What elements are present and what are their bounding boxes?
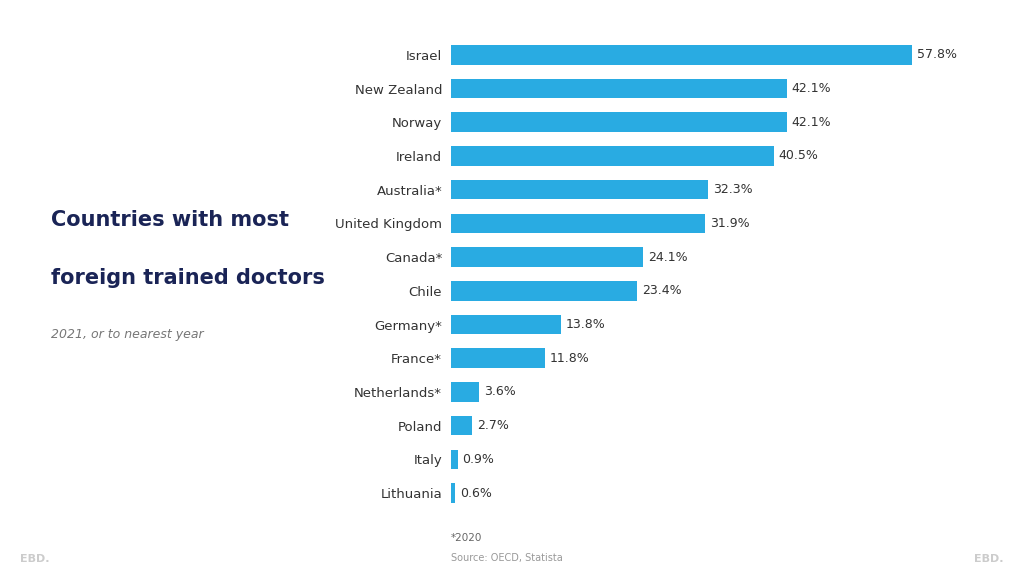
Text: 0.6%: 0.6%: [460, 487, 492, 499]
Text: 2021, or to nearest year: 2021, or to nearest year: [51, 328, 204, 342]
Bar: [451, 416, 472, 435]
Text: 0.9%: 0.9%: [463, 453, 495, 466]
Bar: [451, 348, 545, 368]
Text: EBD.: EBD.: [20, 555, 50, 564]
Text: Source: OECD, Statista: Source: OECD, Statista: [451, 553, 562, 563]
Bar: [451, 112, 786, 132]
Text: Countries with most: Countries with most: [51, 210, 289, 230]
Bar: [451, 281, 637, 301]
Text: 40.5%: 40.5%: [778, 149, 818, 162]
Bar: [451, 450, 458, 469]
Text: 24.1%: 24.1%: [648, 251, 687, 264]
Bar: [451, 483, 456, 503]
Bar: [451, 247, 643, 267]
Text: 42.1%: 42.1%: [792, 116, 831, 128]
Text: 42.1%: 42.1%: [792, 82, 831, 95]
Text: 3.6%: 3.6%: [484, 385, 516, 399]
Bar: [451, 45, 912, 65]
Bar: [451, 79, 786, 98]
Text: 23.4%: 23.4%: [642, 285, 682, 297]
Text: 57.8%: 57.8%: [916, 48, 956, 61]
Text: 2.7%: 2.7%: [477, 419, 509, 432]
Text: EBD.: EBD.: [974, 555, 1004, 564]
Bar: [451, 146, 774, 166]
Bar: [451, 180, 709, 199]
Text: foreign trained doctors: foreign trained doctors: [51, 268, 325, 288]
Bar: [451, 314, 561, 334]
Text: 32.3%: 32.3%: [713, 183, 753, 196]
Text: *2020: *2020: [451, 533, 482, 543]
Text: 31.9%: 31.9%: [710, 217, 750, 230]
Bar: [451, 382, 479, 401]
Bar: [451, 214, 706, 233]
Text: 11.8%: 11.8%: [550, 352, 589, 365]
Text: 13.8%: 13.8%: [565, 318, 605, 331]
